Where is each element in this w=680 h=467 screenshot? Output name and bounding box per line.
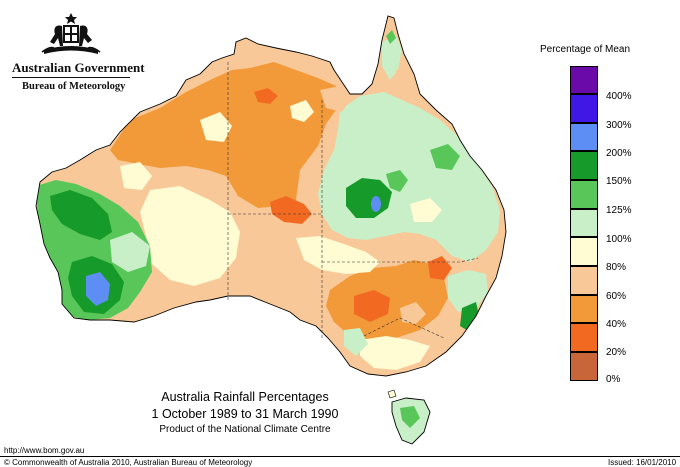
- legend-swatch-0: [570, 352, 598, 381]
- bureau-title: Bureau of Meteorology: [22, 81, 126, 92]
- legend-swatch-400: [570, 66, 598, 94]
- coat-of-arms-icon: [41, 13, 101, 54]
- legend-label-400: 400%: [606, 91, 632, 102]
- australia-rainfall-map: [35, 15, 507, 445]
- footer-copyright: © Commonwealth of Australia 2010, Austra…: [4, 458, 253, 467]
- legend-swatch-125: [570, 180, 598, 209]
- legend-swatch-60: [570, 266, 598, 295]
- legend-label-150: 150%: [606, 176, 632, 187]
- legend-color-scale: [570, 66, 598, 381]
- legend-label-20: 20%: [606, 347, 627, 358]
- map-period: 1 October 1989 to 31 March 1990: [151, 407, 339, 421]
- legend-swatch-300: [570, 94, 598, 123]
- legend-swatch-40: [570, 295, 598, 323]
- legend-label-100: 100%: [606, 234, 632, 245]
- map-title: Australia Rainfall Percentages: [161, 390, 329, 404]
- legend-swatch-80: [570, 237, 598, 266]
- legend-swatch-100: [570, 209, 598, 237]
- legend-label-300: 300%: [606, 120, 632, 131]
- footer-issued: Issued: 16/01/2010: [608, 458, 677, 467]
- government-title: Australian Government: [12, 60, 145, 75]
- footer-divider: [0, 456, 680, 457]
- legend-label-200: 200%: [606, 148, 632, 159]
- footer-url[interactable]: http://www.bom.gov.au: [4, 446, 85, 455]
- legend-title: Percentage of Mean: [540, 44, 631, 55]
- map-product-credit: Product of the National Climate Centre: [159, 424, 331, 435]
- legend-label-80: 80%: [606, 262, 627, 273]
- legend-swatch-150: [570, 151, 598, 180]
- header-divider: [12, 77, 130, 78]
- legend-swatch-20: [570, 323, 598, 352]
- legend-label-60: 60%: [606, 291, 627, 302]
- legend-label-125: 125%: [606, 205, 632, 216]
- legend-swatch-200: [570, 123, 598, 151]
- legend-label-0: 0%: [606, 374, 621, 385]
- legend-label-40: 40%: [606, 319, 627, 330]
